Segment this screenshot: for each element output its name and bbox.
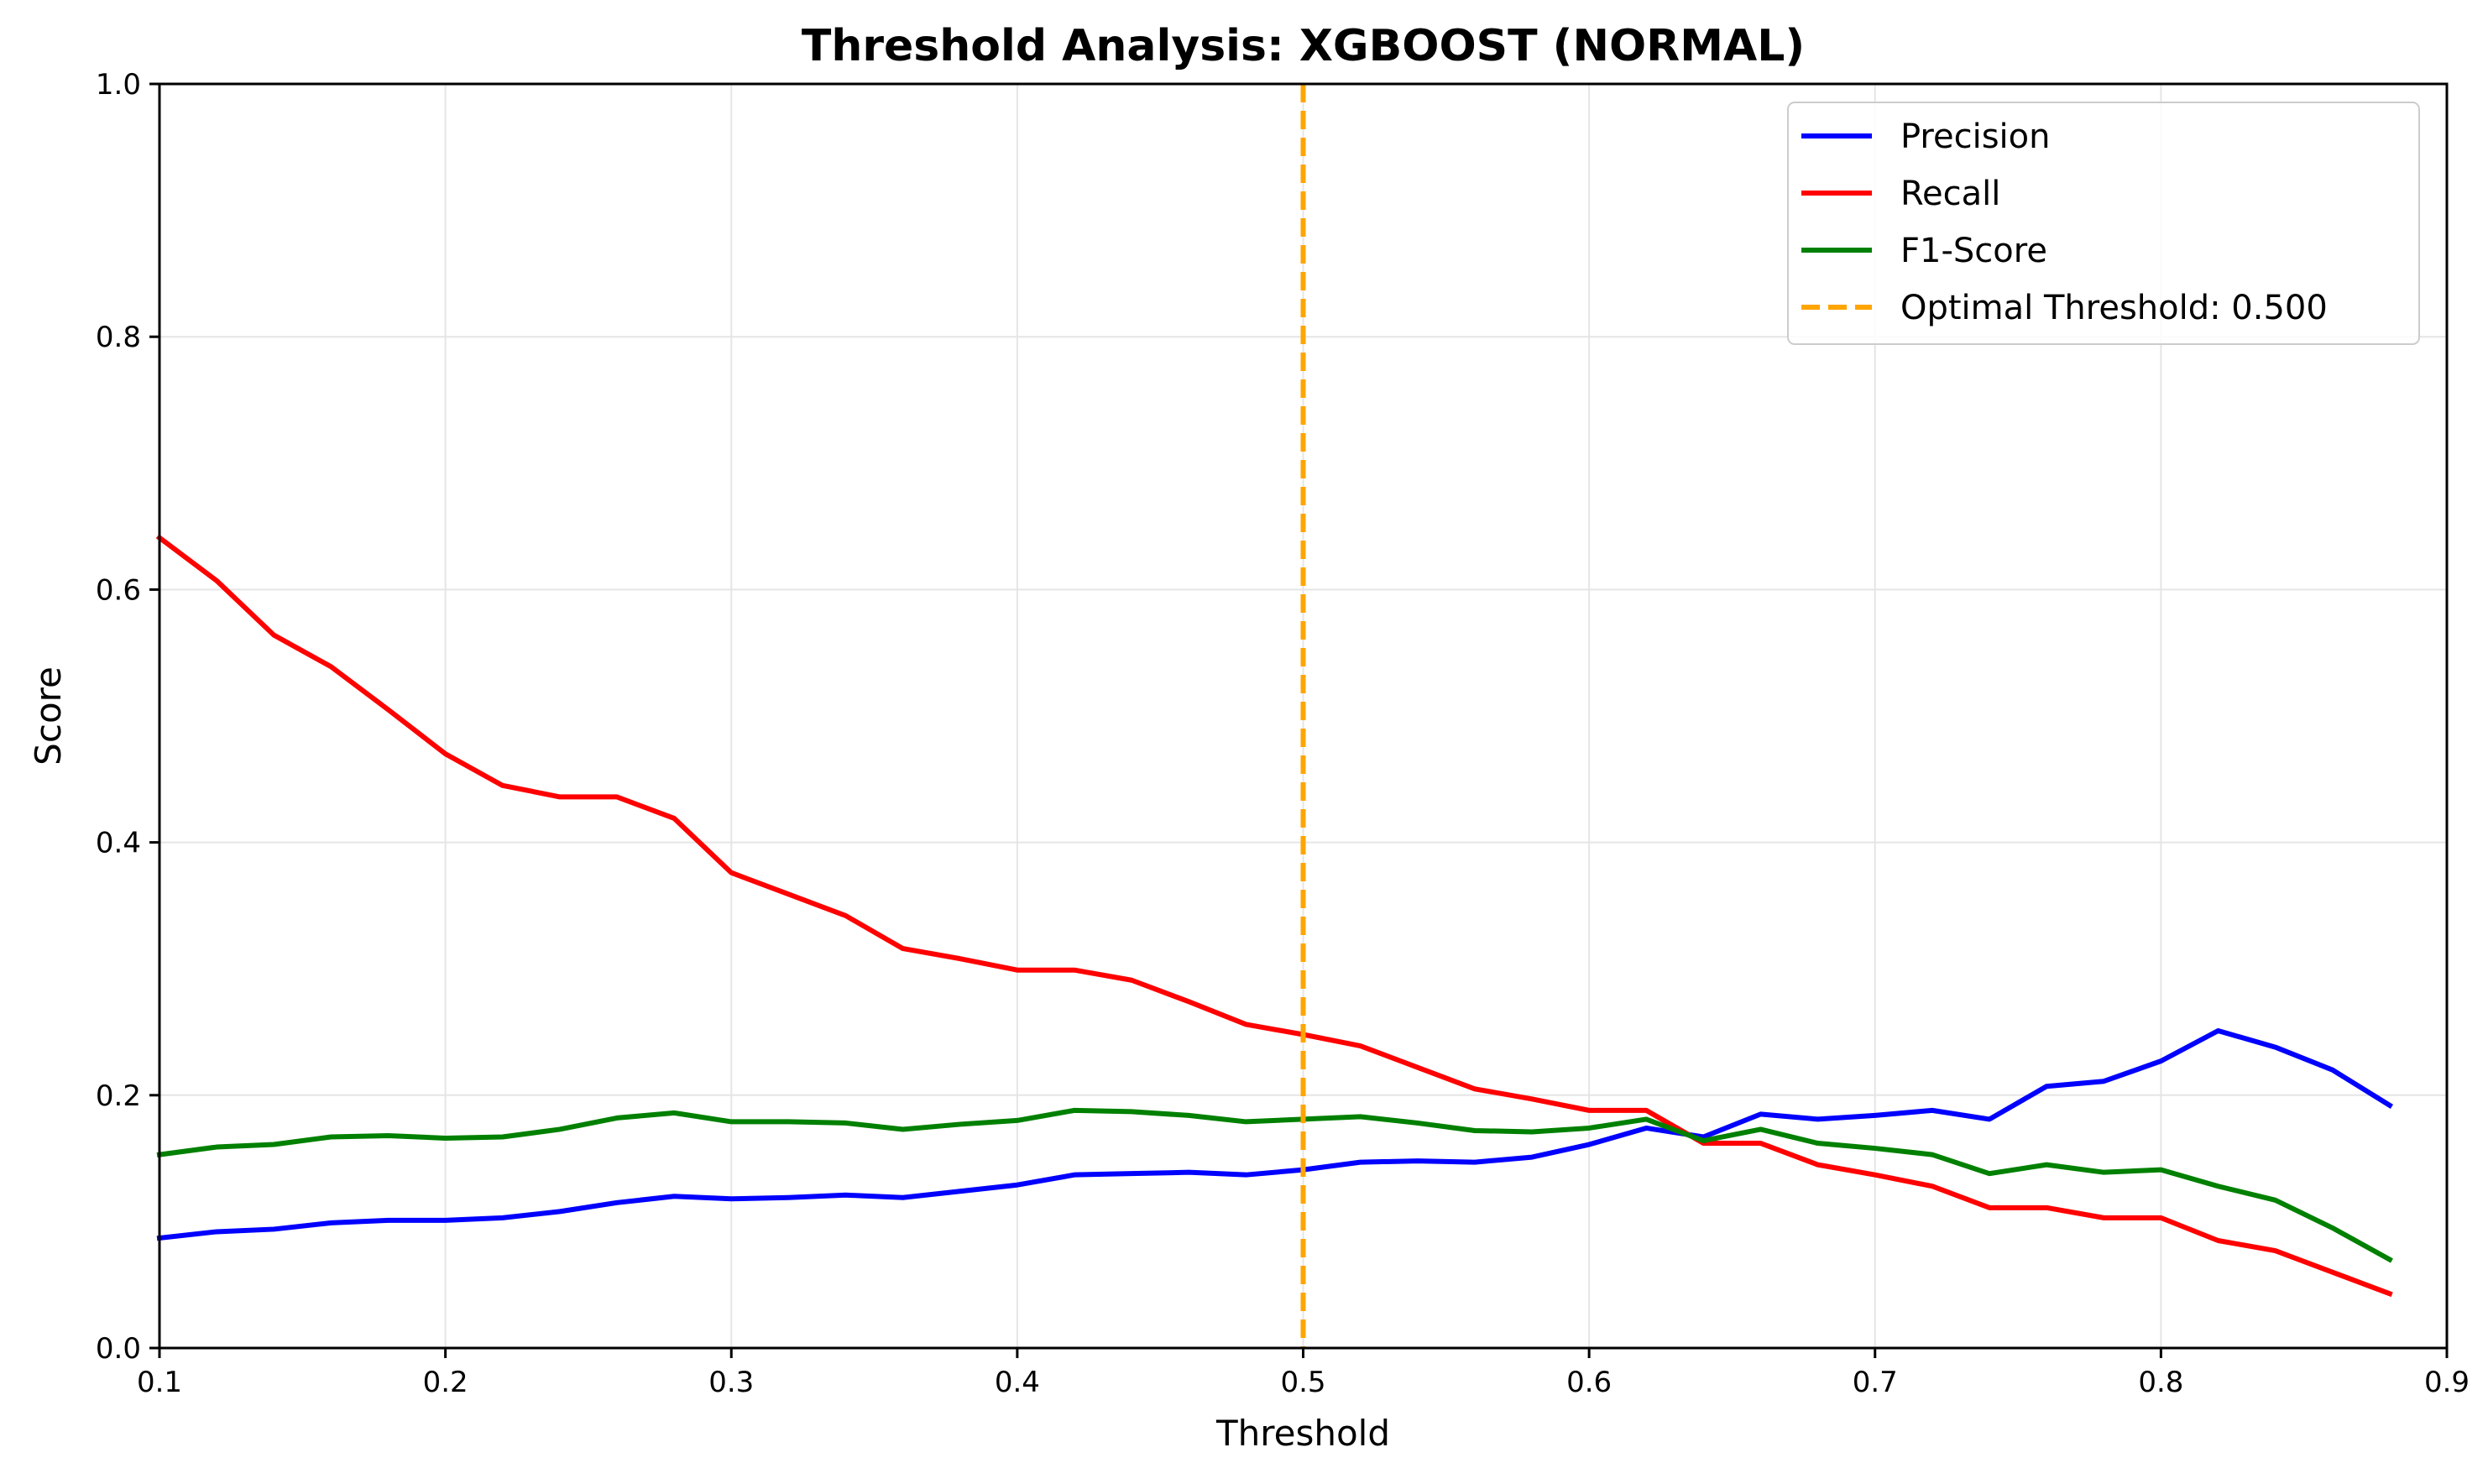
x-tick-label: 0.4	[995, 1366, 1040, 1399]
x-axis-label: Threshold	[1215, 1413, 1390, 1454]
y-tick-label: 0.8	[96, 321, 141, 354]
y-tick-label: 0.4	[96, 827, 141, 860]
legend-label: F1-Score	[1900, 232, 2047, 270]
y-tick-label: 0.6	[96, 573, 141, 607]
series-line-f1-score	[156, 1107, 2393, 1263]
x-tick-label: 0.5	[1280, 1366, 1325, 1399]
y-axis-label: Score	[28, 666, 69, 766]
y-tick-label: 0.2	[96, 1079, 141, 1113]
x-tick-label: 0.1	[137, 1366, 182, 1399]
y-tick-label: 0.0	[96, 1332, 141, 1366]
x-tick-label: 0.8	[2138, 1366, 2183, 1399]
x-tick-label: 0.2	[423, 1366, 468, 1399]
axis-ticks: 0.1 0.2 0.3 0.4 0.5 0.6 0.7 0.8 0.9 0.0 0.2 0.4 0.6 0…	[96, 68, 2470, 1399]
series-line-precision	[156, 1027, 2394, 1241]
x-tick-label: 0.6	[1566, 1366, 1612, 1399]
legend-box	[1787, 102, 2420, 345]
legend: Precision Recall F1-Score Optimal Threshold…	[1787, 102, 2420, 345]
legend-label: Optimal Threshold: 0.500	[1900, 289, 2328, 327]
y-tick-label: 1.0	[96, 68, 141, 102]
plot-lines	[155, 84, 2394, 1348]
x-tick-label: 0.3	[708, 1366, 754, 1399]
legend-label: Precision	[1900, 118, 2050, 156]
x-tick-label: 0.7	[1853, 1366, 1898, 1399]
x-tick-label: 0.9	[2424, 1366, 2470, 1399]
series-line-recall	[155, 534, 2393, 1298]
chart-title: Threshold Analysis: XGBOOST (NORMAL)	[802, 21, 1805, 71]
legend-label: Recall	[1900, 175, 2000, 213]
